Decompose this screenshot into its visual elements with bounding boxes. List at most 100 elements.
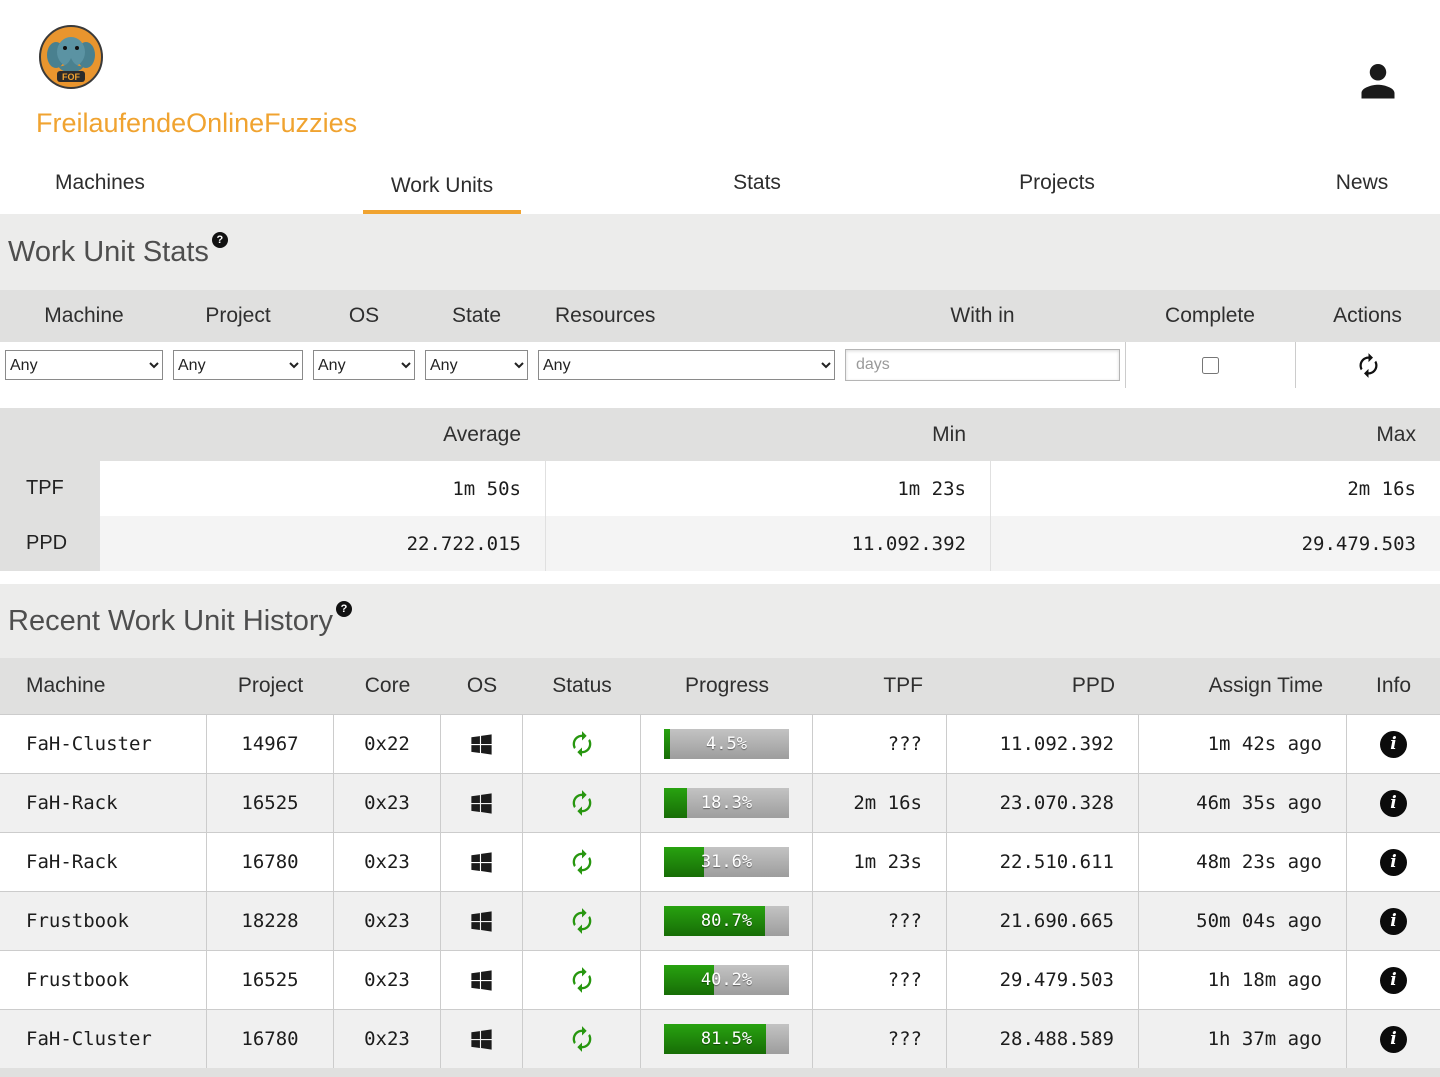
resources-filter-select[interactable]: Any (538, 350, 835, 380)
table-row: FaH-Cluster 14967 0x22 4.5% ??? 11.092.3… (0, 714, 1440, 773)
project-number: 16525 (207, 774, 334, 832)
info-icon[interactable]: i (1380, 1025, 1407, 1053)
project-number: 18228 (207, 892, 334, 950)
progress-fill (664, 965, 715, 995)
info-icon[interactable]: i (1380, 789, 1407, 817)
refresh-action-button[interactable] (1355, 352, 1382, 379)
progress-label: 18.3% (700, 793, 753, 813)
col-tpf: TPF (883, 674, 923, 697)
tpf-value: 2m 16s (813, 774, 947, 832)
history-table-body: FaH-Cluster 14967 0x22 4.5% ??? 11.092.3… (0, 714, 1440, 1068)
status-running-icon (568, 1025, 596, 1053)
col-assign-time: Assign Time (1208, 674, 1323, 697)
filter-header-actions: Actions (1333, 304, 1402, 327)
info-icon[interactable]: i (1380, 730, 1407, 758)
tab-work-units-label: Work Units (362, 174, 522, 214)
ppd-min: 11.092.392 (545, 516, 990, 571)
help-icon[interactable]: ? (336, 601, 352, 617)
assign-time: 1h 18m ago (1139, 951, 1347, 1009)
assign-time: 1m 42s ago (1139, 715, 1347, 773)
tpf-value: ??? (813, 715, 947, 773)
progress-label: 80.7% (700, 911, 753, 931)
col-machine: Machine (26, 674, 106, 697)
summary-row-label-ppd: PPD (0, 516, 99, 571)
machine-name: FaH-Rack (0, 774, 207, 832)
project-filter-select[interactable]: Any (173, 350, 303, 380)
progress-label: 31.6% (700, 852, 753, 872)
status-running-icon (568, 848, 596, 876)
summary-corner-cell (0, 408, 99, 461)
within-days-input[interactable] (845, 349, 1120, 381)
filter-header-resources: Resources (555, 304, 656, 327)
history-title: Recent Work Unit History (8, 604, 333, 637)
tpf-min: 1m 23s (545, 461, 990, 516)
project-number: 16780 (207, 1010, 334, 1068)
machine-name: FaH-Rack (0, 833, 207, 891)
core-id: 0x23 (334, 774, 441, 832)
windows-os-icon (441, 833, 523, 891)
table-row: FaH-Rack 16525 0x23 18.3% 2m 16s 23.070.… (0, 773, 1440, 832)
filter-header-project: Project (205, 304, 271, 327)
progress-label: 4.5% (706, 734, 747, 754)
status-running-icon (568, 730, 596, 758)
core-id: 0x23 (334, 833, 441, 891)
col-ppd: PPD (1071, 674, 1115, 697)
wu-stats-heading: Work Unit Stats ? (0, 214, 1440, 290)
info-icon[interactable]: i (1380, 907, 1407, 935)
tab-stats[interactable]: Stats (684, 157, 830, 214)
wu-stats-title: Work Unit Stats (8, 235, 209, 268)
assign-time: 48m 23s ago (1139, 833, 1347, 891)
progress-bar: 40.2% (664, 965, 789, 995)
col-info: Info (1375, 674, 1412, 697)
filter-header-machine: Machine (44, 304, 124, 327)
filter-controls-row: Any Any Any Any Any (0, 342, 1440, 388)
tab-work-units[interactable]: Work Units (200, 157, 684, 214)
filter-header-complete: Complete (1165, 304, 1255, 327)
tpf-value: ??? (813, 951, 947, 1009)
elephant-logo-icon: FOF (39, 25, 103, 89)
ppd-value: 21.690.665 (947, 892, 1139, 950)
filter-header-os: OS (348, 304, 380, 327)
progress-bar: 80.7% (664, 906, 789, 936)
progress-fill (664, 1024, 766, 1054)
status-running-icon (568, 789, 596, 817)
machine-filter-select[interactable]: Any (5, 350, 163, 380)
tab-news[interactable]: News (1284, 157, 1440, 214)
complete-checkbox[interactable] (1202, 356, 1219, 374)
table-row: FaH-Cluster 16780 0x23 81.5% ??? 28.488.… (0, 1009, 1440, 1068)
windows-os-icon (441, 715, 523, 773)
col-project: Project (237, 674, 304, 697)
ppd-value: 23.070.328 (947, 774, 1139, 832)
filter-header-state: State (451, 304, 502, 327)
progress-fill (664, 729, 670, 759)
summary-header-min: Min (545, 408, 990, 461)
progress-bar: 31.6% (664, 847, 789, 877)
tab-machines[interactable]: Machines (0, 157, 200, 214)
help-icon[interactable]: ? (211, 232, 228, 248)
machine-name: FaH-Cluster (0, 1010, 207, 1068)
os-filter-select[interactable]: Any (313, 350, 415, 380)
info-icon[interactable]: i (1380, 848, 1407, 876)
progress-bar: 81.5% (664, 1024, 789, 1054)
state-filter-select[interactable]: Any (425, 350, 528, 380)
core-id: 0x23 (334, 1010, 441, 1068)
col-progress: Progress (684, 674, 770, 697)
progress-fill (664, 788, 687, 818)
table-row: Frustbook 16525 0x23 40.2% ??? 29.479.50… (0, 950, 1440, 1009)
status-running-icon (568, 966, 596, 994)
tpf-average: 1m 50s (99, 461, 545, 516)
filter-header-row: Machine Project OS State Resources With … (0, 290, 1440, 342)
tab-projects[interactable]: Projects (830, 157, 1284, 214)
tpf-value: 1m 23s (813, 833, 947, 891)
table-row: FaH-Rack 16780 0x23 31.6% 1m 23s 22.510.… (0, 832, 1440, 891)
project-number: 16780 (207, 833, 334, 891)
site-logo[interactable]: FOF (38, 24, 104, 90)
svg-text:FOF: FOF (62, 72, 80, 82)
progress-bar: 18.3% (664, 788, 789, 818)
progress-label: 40.2% (700, 970, 753, 990)
summary-header-max: Max (990, 408, 1440, 461)
info-icon[interactable]: i (1380, 966, 1407, 994)
user-icon[interactable] (1356, 60, 1400, 104)
ppd-value: 11.092.392 (947, 715, 1139, 773)
project-number: 16525 (207, 951, 334, 1009)
